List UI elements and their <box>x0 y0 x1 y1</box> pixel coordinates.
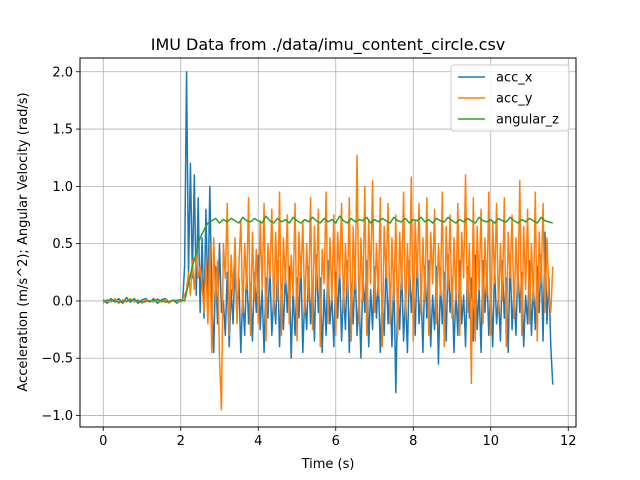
x-tick-label: 8 <box>409 434 417 449</box>
y-tick-label: −1.0 <box>41 409 73 424</box>
chart-title: IMU Data from ./data/imu_content_circle.… <box>151 35 506 55</box>
x-tick-label: 2 <box>177 434 185 449</box>
legend-label-angular-z: angular_z <box>496 113 559 128</box>
legend-box <box>450 64 570 132</box>
x-tick-label: 0 <box>99 434 107 449</box>
x-tick-label: 6 <box>332 434 340 449</box>
x-tick-label: 12 <box>560 434 577 449</box>
x-tick-label: 10 <box>482 434 499 449</box>
y-axis-label: Acceleration (m/s^2); Angular Velocity (… <box>16 92 31 391</box>
x-axis-label: Time (s) <box>301 457 355 472</box>
y-tick-label: 2.0 <box>52 65 73 80</box>
y-tick-label: 0.5 <box>52 237 73 252</box>
legend-label-acc-x: acc_x <box>496 71 533 86</box>
x-tick-label: 4 <box>254 434 262 449</box>
y-tick-label: 1.5 <box>52 123 73 138</box>
x-axis-ticks: 0 2 4 6 8 10 12 <box>99 427 577 449</box>
plot-series <box>102 71 554 411</box>
plot-frame <box>79 57 577 428</box>
series-line-angular-z <box>103 215 553 303</box>
legend: acc_x acc_y angular_z <box>450 64 570 132</box>
y-axis-ticks: −1.0 −0.5 0.0 0.5 1.0 1.5 2.0 <box>41 65 80 424</box>
legend-label-acc-y: acc_y <box>496 92 533 107</box>
y-tick-label: −0.5 <box>41 352 73 367</box>
y-tick-label: 1.0 <box>52 180 73 195</box>
y-tick-label: 0.0 <box>52 294 73 309</box>
series-line-acc-y <box>102 154 554 411</box>
